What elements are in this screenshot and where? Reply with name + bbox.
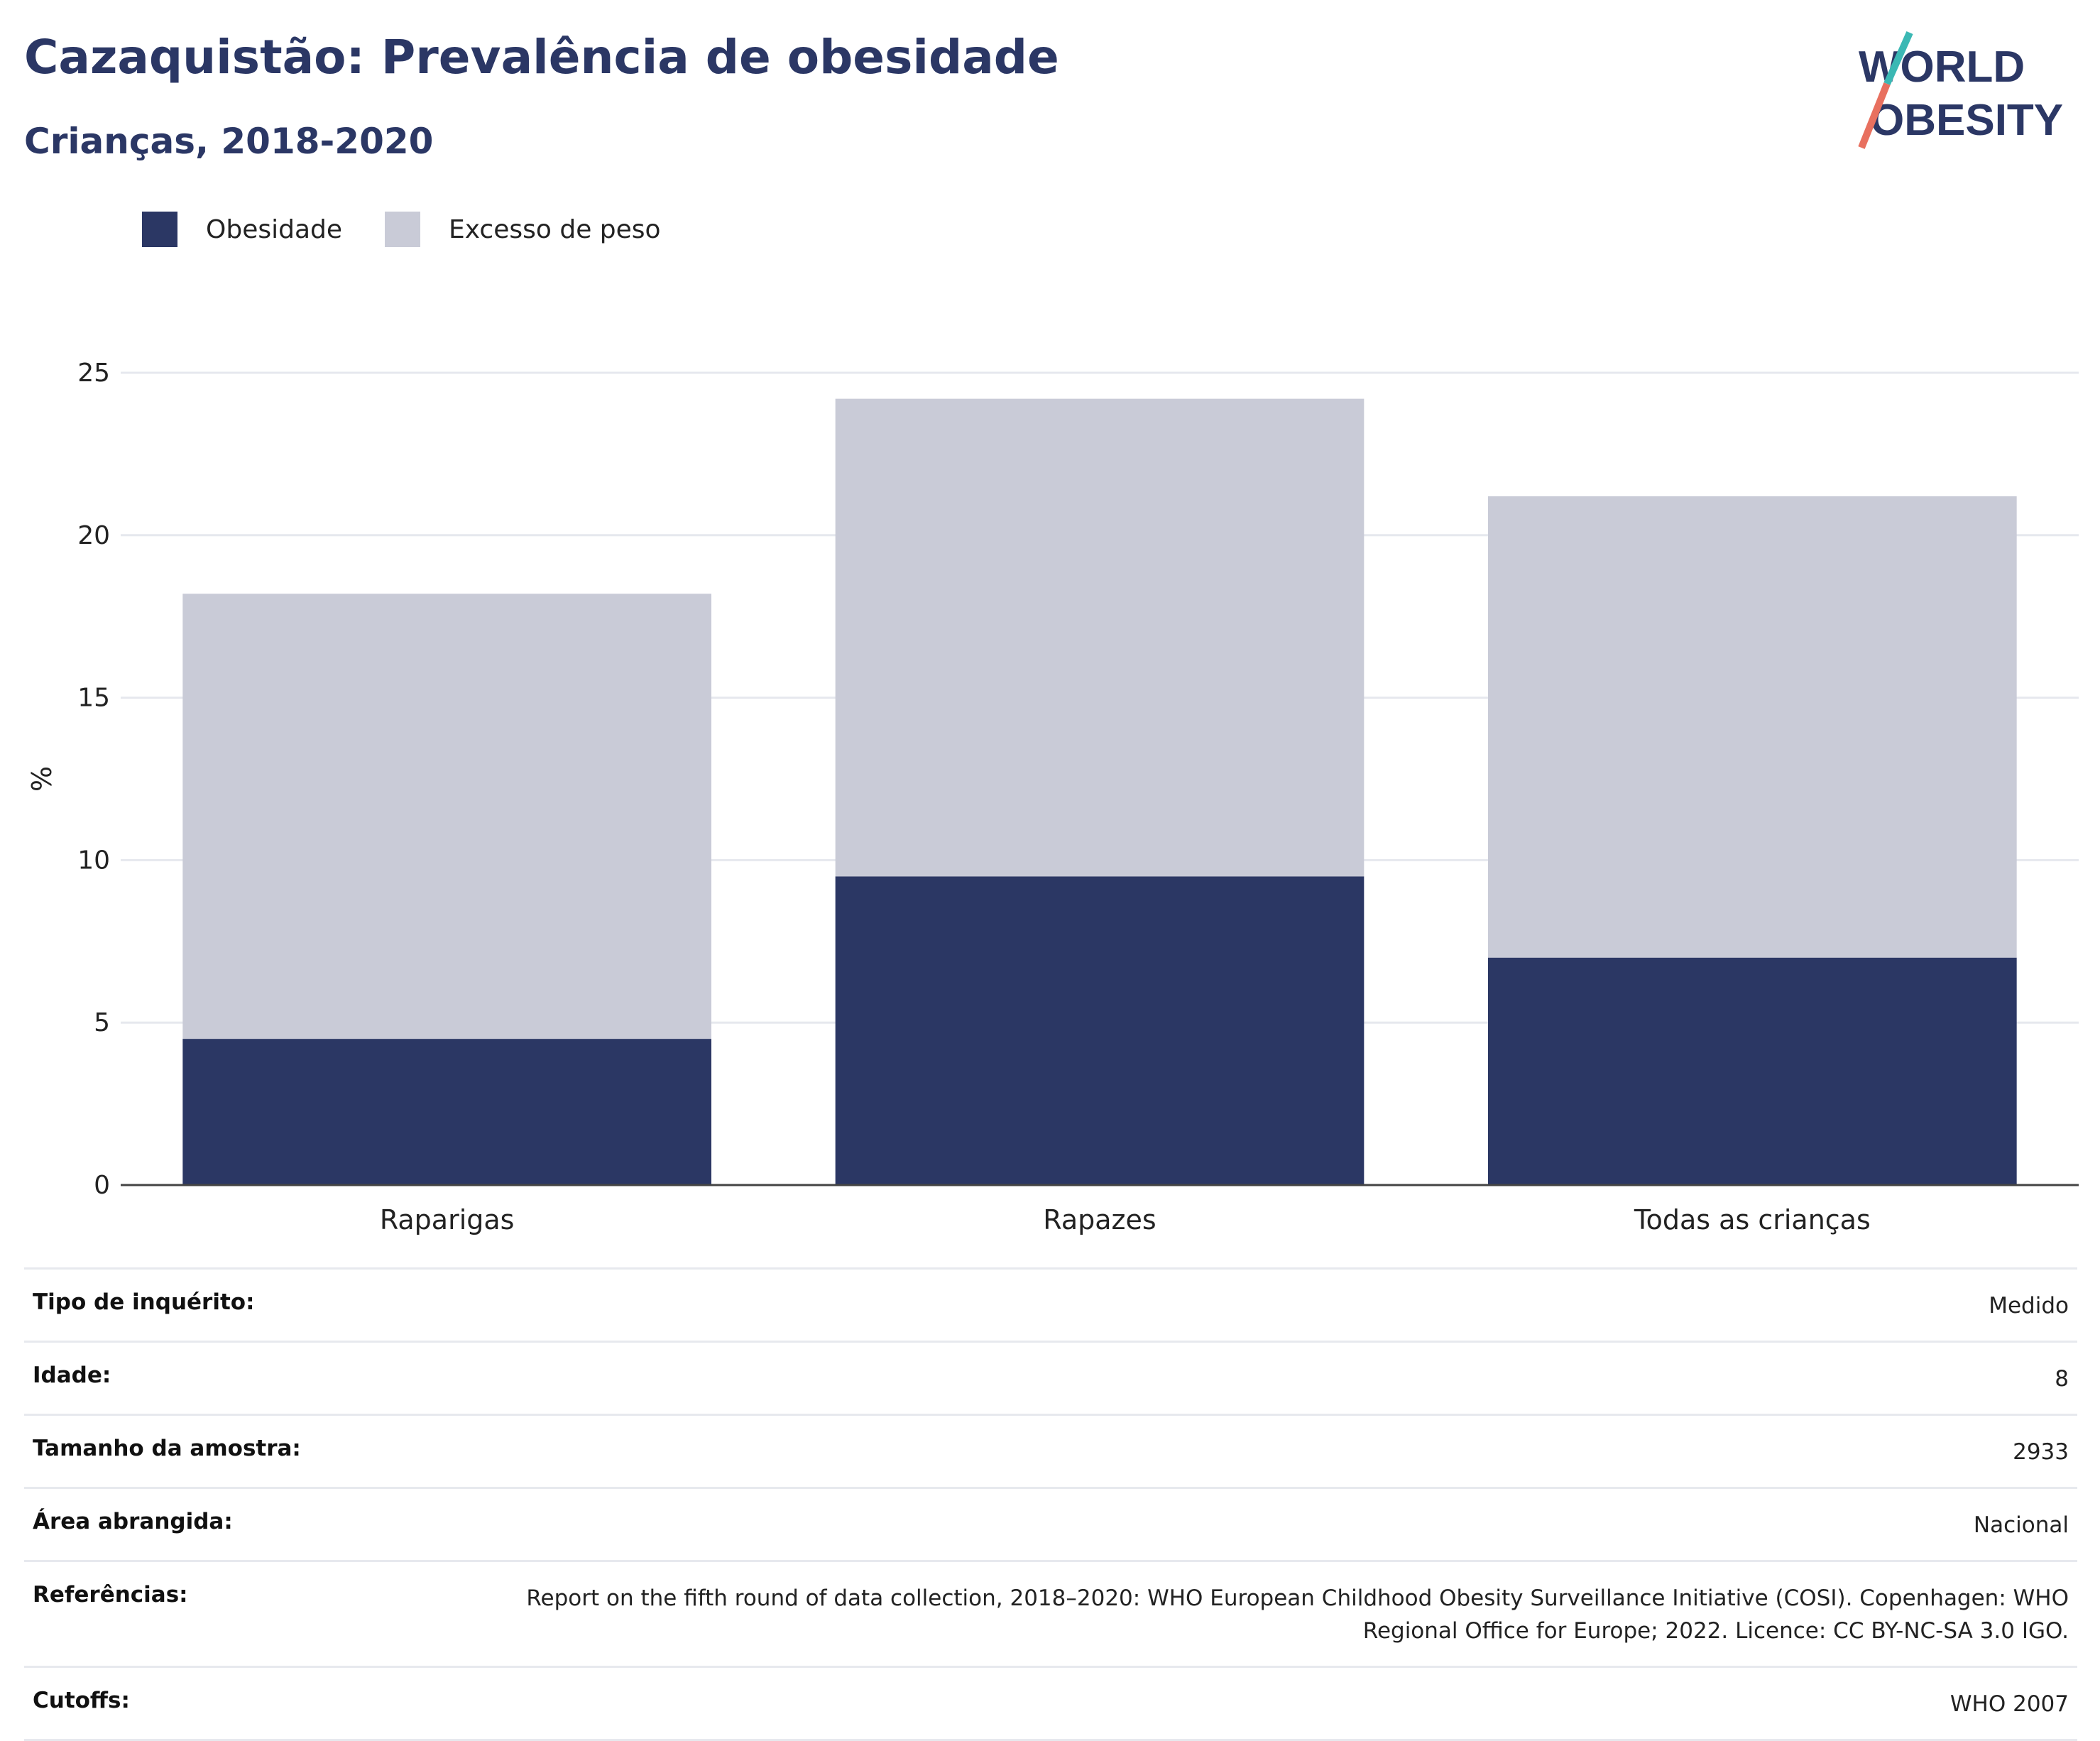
stacked-bar-chart: 0 5 10 15 20 25% Raparigas Rapazes Todas as cria… — [26, 359, 2079, 1235]
metadata-row: Cutoffs: WHO 2007 — [24, 1666, 2077, 1741]
metadata-label: Idade: — [33, 1363, 111, 1388]
logo-slash-teal — [1883, 31, 1913, 86]
bar-obesidade — [182, 1039, 711, 1185]
logo-line-2: OBESITY — [1870, 96, 2063, 145]
legend-label-excesso-de-peso: Excesso de peso — [449, 214, 661, 244]
chart-title: Cazaquistão: Prevalência de obesidade — [24, 30, 1059, 84]
y-tick-label: 20 — [77, 521, 110, 550]
metadata-value: Report on the fifth round of data collec… — [526, 1586, 2069, 1644]
metadata-row: Área abrangida: Nacional — [24, 1487, 2077, 1560]
x-tick-label: Todas as crianças — [1634, 1204, 1871, 1235]
legend-swatch-excesso-de-peso — [385, 212, 421, 247]
legend-item-obesidade: Obesidade — [142, 212, 342, 247]
y-tick-label: 15 — [77, 684, 110, 713]
metadata-value: Nacional — [1973, 1512, 2069, 1538]
y-tick-label: 10 — [77, 846, 110, 875]
metadata-value: 2933 — [2013, 1439, 2069, 1465]
metadata-row: Referências: Report on the fifth round o… — [24, 1560, 2077, 1666]
bar-excesso-de-peso — [182, 594, 711, 1039]
metadata-value: 8 — [2055, 1366, 2069, 1392]
legend-item-excesso-de-peso: Excesso de peso — [385, 212, 661, 247]
y-tick-label: 25 — [77, 359, 110, 388]
metadata-label: Tamanho da amostra: — [33, 1436, 301, 1461]
metadata-table: Tipo de inquérito: Medido Idade: 8 Taman… — [24, 1267, 2077, 1741]
bar-excesso-de-peso — [835, 398, 1365, 877]
legend-label-obesidade: Obesidade — [206, 214, 343, 244]
metadata-label: Área abrangida: — [33, 1509, 233, 1534]
metadata-label: Referências: — [33, 1582, 188, 1608]
metadata-value: WHO 2007 — [1949, 1691, 2069, 1717]
x-tick-label: Raparigas — [380, 1204, 515, 1235]
metadata-row: Tamanho da amostra: 2933 — [24, 1414, 2077, 1487]
legend-swatch-obesidade — [142, 212, 177, 247]
chart-legend: Obesidade Excesso de peso — [142, 210, 704, 249]
bar-obesidade — [835, 876, 1365, 1185]
metadata-row: Idade: 8 — [24, 1341, 2077, 1414]
metadata-label: Cutoffs: — [33, 1688, 130, 1713]
bar-obesidade — [1488, 957, 2017, 1185]
metadata-label: Tipo de inquérito: — [33, 1289, 255, 1315]
logo-slash-coral — [1858, 82, 1891, 149]
y-tick-label: 0 — [94, 1171, 110, 1200]
y-axis-label: % — [26, 766, 58, 792]
y-tick-label: 5 — [94, 1008, 110, 1037]
x-tick-label: Rapazes — [1043, 1204, 1156, 1235]
chart-subtitle: Crianças, 2018-2020 — [24, 121, 434, 162]
bar-excesso-de-peso — [1488, 496, 2017, 958]
metadata-row: Tipo de inquérito: Medido — [24, 1267, 2077, 1341]
metadata-value: Medido — [1989, 1293, 2069, 1319]
world-obesity-logo: WORLD OBESITY — [1858, 31, 2063, 149]
